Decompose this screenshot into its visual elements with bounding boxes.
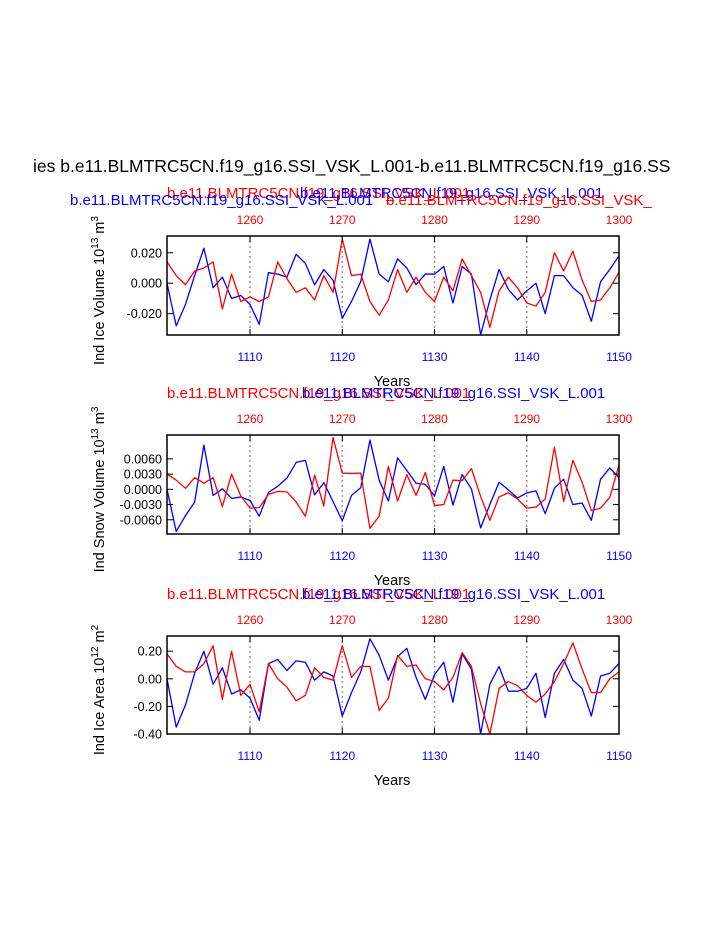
top-x-tick-label: 1270 <box>329 412 356 426</box>
y-axis-label-part: 3 <box>90 216 101 222</box>
x-tick-label: 1150 <box>606 549 632 563</box>
panel1-overlap-blue-b: b.e11.BLMTRC5CN.f19_g16.SSI_VSK_L.001 <box>300 185 603 202</box>
top-x-tick-label: 1280 <box>421 213 448 227</box>
top-x-tick-label: 1300 <box>606 213 633 227</box>
y-axis-label-part: 2 <box>90 624 101 630</box>
top-x-tick-label: 1290 <box>513 613 540 627</box>
y-tick-label: 0.020 <box>131 246 162 260</box>
y-axis-label: Ind Ice Area 1012 m2 <box>90 624 108 755</box>
y-axis-label-part: Ind Ice Area 10 <box>92 658 108 756</box>
x-tick-label: 1120 <box>329 749 355 763</box>
plot-frame <box>166 635 620 735</box>
top-x-tick-label: 1280 <box>421 412 448 426</box>
panel1-overlap-red-a: b.e11.BLMTRC5CN.f19_g16.SSI_VSK_L.001 <box>167 185 470 202</box>
y-tick-label: 0.000 <box>131 277 162 291</box>
y-tick-label: -0.0030 <box>120 498 162 512</box>
series-line-red <box>166 238 620 329</box>
panel3-title-blue: b.e11.BLMTRC5CN.f19_g16.SSI_VSK_L.001 <box>302 586 605 603</box>
series-line-red <box>166 436 620 530</box>
x-tick-label: 1110 <box>238 350 263 364</box>
x-tick-label: 1150 <box>606 749 632 763</box>
x-tick-label: 1110 <box>238 749 263 763</box>
panel2-title-red: b.e11.BLMTRC5CN.f19_g16.SSI_VSK_L.001 <box>167 385 470 402</box>
top-x-tick-label: 1270 <box>329 613 356 627</box>
x-tick-label: 1130 <box>422 749 448 763</box>
y-axis-label-part: Ind Snow Volume 10 <box>92 439 108 572</box>
y-tick-label: 0.0000 <box>124 483 162 497</box>
y-axis-label-part: 13 <box>90 237 101 249</box>
y-axis-label-part: 13 <box>90 428 101 440</box>
top-x-tick-label: 1290 <box>513 412 540 426</box>
top-x-tick-label: 1260 <box>237 412 264 426</box>
y-axis-label-part: 3 <box>90 406 101 412</box>
plot-frame <box>166 235 620 336</box>
x-tick-label: 1110 <box>238 549 263 563</box>
series-line-blue <box>166 638 620 735</box>
x-tick-label: 1150 <box>606 350 632 364</box>
x-tick-label: 1140 <box>514 749 540 763</box>
y-tick-label: -0.0060 <box>120 513 162 527</box>
y-tick-label: 0.0030 <box>124 468 162 482</box>
top-x-tick-label: 1260 <box>237 613 264 627</box>
panel2-title-blue: b.e11.BLMTRC5CN.f19_g16.SSI_VSK_L.001 <box>302 385 605 402</box>
x-axis-label: Years <box>374 773 411 789</box>
top-x-tick-label: 1300 <box>606 412 633 426</box>
panel1-overlap-blue-a: b.e11.BLMTRC5CN.f19_g16.SSI_VSK_L.001 <box>70 192 373 209</box>
page-title: ies b.e11.BLMTRC5CN.f19_g16.SSI_VSK_L.00… <box>33 156 670 177</box>
y-axis-label-part: m <box>92 630 108 646</box>
y-tick-label: -0.020 <box>127 307 162 321</box>
x-tick-label: 1130 <box>422 549 448 563</box>
y-tick-label: 0.20 <box>138 645 162 659</box>
top-x-tick-label: 1290 <box>513 213 540 227</box>
series-line-red <box>166 642 620 735</box>
y-axis-label: Ind Snow Volume 1013 m3 <box>90 406 108 572</box>
y-axis-label: Ind Ice Volume 1013 m3 <box>90 216 108 365</box>
plot-frame <box>166 434 620 535</box>
x-tick-label: 1120 <box>329 350 355 364</box>
y-axis-label-part: m <box>92 222 108 238</box>
y-axis-label-part: m <box>92 412 108 428</box>
x-tick-label: 1140 <box>514 350 540 364</box>
panel3-title-red: b.e11.BLMTRC5CN.f19_g16.SSI_VSK_L.001 <box>167 586 470 603</box>
top-x-tick-label: 1270 <box>329 213 356 227</box>
y-tick-label: -0.40 <box>134 728 163 742</box>
top-x-tick-label: 1280 <box>421 613 448 627</box>
y-tick-label: 0.0060 <box>124 452 162 466</box>
y-axis-label-part: Ind Ice Volume 10 <box>92 249 108 365</box>
top-x-tick-label: 1260 <box>237 213 264 227</box>
top-x-tick-label: 1300 <box>606 613 633 627</box>
series-line-blue <box>166 238 620 336</box>
panel1-overlap-red-b: b.e11.BLMTRC5CN.f19_g16.SSI_VSK_ <box>386 192 652 209</box>
x-axis-label: Years <box>374 374 411 390</box>
x-tick-label: 1120 <box>329 549 355 563</box>
y-axis-label-part: 12 <box>90 646 101 658</box>
panel-ice-area: -0.40 -0.20 0.00 0.20 1110 1120 1130 1140 1150 12… <box>90 613 633 789</box>
x-tick-label: 1130 <box>422 350 448 364</box>
y-tick-label: -0.20 <box>134 700 163 714</box>
x-axis-label: Years <box>374 573 411 589</box>
panel-ice-volume: -0.020 0.000 0.020 1110 1120 1130 1140 1150 1260… <box>90 213 633 390</box>
x-tick-label: 1140 <box>514 549 540 563</box>
y-tick-label: 0.00 <box>138 672 162 686</box>
